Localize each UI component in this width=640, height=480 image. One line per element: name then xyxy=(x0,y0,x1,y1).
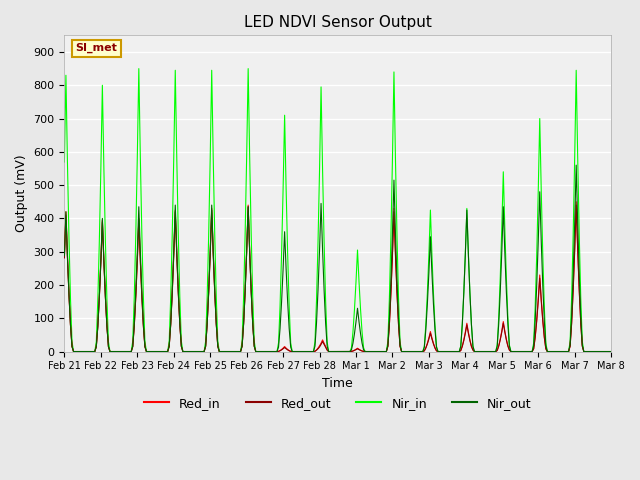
X-axis label: Time: Time xyxy=(323,377,353,390)
Y-axis label: Output (mV): Output (mV) xyxy=(15,155,28,232)
Text: SI_met: SI_met xyxy=(76,43,117,53)
Legend: Red_in, Red_out, Nir_in, Nir_out: Red_in, Red_out, Nir_in, Nir_out xyxy=(139,392,536,415)
Title: LED NDVI Sensor Output: LED NDVI Sensor Output xyxy=(244,15,432,30)
